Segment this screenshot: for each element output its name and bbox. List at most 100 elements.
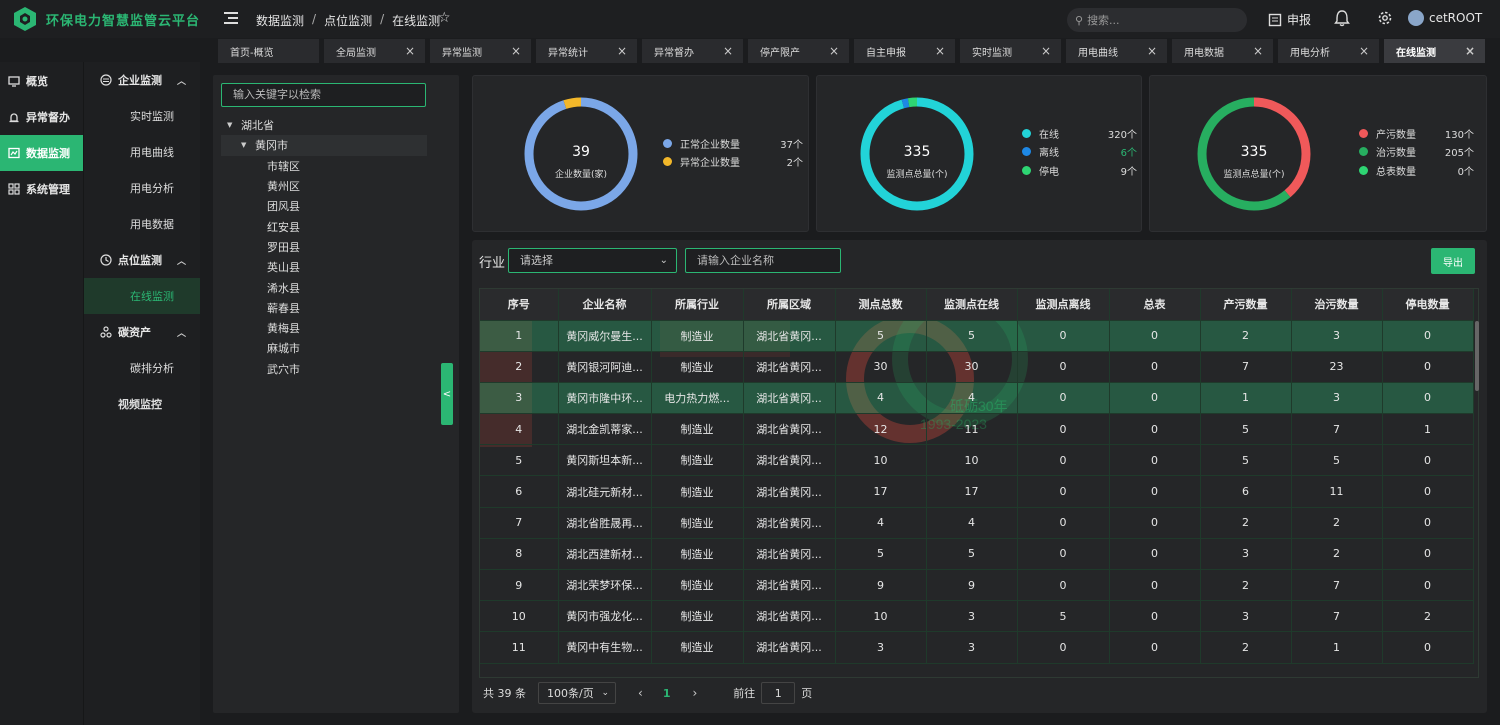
- tree-search-input[interactable]: 输入关键字以检索: [221, 83, 426, 107]
- column-header[interactable]: 测点总数: [835, 289, 927, 321]
- enterprise-name-input[interactable]: 请输入企业名称: [685, 248, 841, 273]
- tab-1[interactable]: 全局监测 ×: [324, 39, 425, 63]
- close-icon[interactable]: ×: [404, 44, 415, 58]
- industry-select[interactable]: 请选择 ⌄: [508, 248, 677, 273]
- column-header[interactable]: 治污数量: [1291, 289, 1383, 321]
- search-input[interactable]: ⚲ 搜索...: [1067, 8, 1247, 32]
- column-header[interactable]: 总表: [1109, 289, 1201, 321]
- favorite-star-icon[interactable]: ☆: [438, 10, 451, 26]
- tree-node-district[interactable]: 英山县: [221, 257, 427, 277]
- tab-4[interactable]: 异常督办 ×: [642, 39, 743, 63]
- tab-5[interactable]: 停产限产 ×: [748, 39, 849, 63]
- table-cell: 4: [480, 413, 559, 446]
- close-icon[interactable]: ×: [934, 44, 945, 58]
- nav-item[interactable]: 用电曲线: [130, 146, 174, 159]
- prev-page-button[interactable]: ‹: [638, 686, 643, 700]
- close-icon[interactable]: ×: [1358, 44, 1369, 58]
- tree-node-city[interactable]: ▼ 黄冈市: [221, 135, 427, 156]
- table-cell: 湖北省黄冈...: [743, 444, 836, 477]
- primary-nav-item-3[interactable]: 系统管理: [0, 171, 83, 207]
- breadcrumb-item[interactable]: 点位监测: [324, 14, 373, 28]
- report-button[interactable]: 申报: [1268, 11, 1311, 28]
- nav-item[interactable]: 实时监测: [130, 110, 174, 123]
- bell-icon[interactable]: [1334, 9, 1350, 27]
- close-icon[interactable]: ×: [722, 44, 733, 58]
- tree-node-district[interactable]: 武穴市: [221, 359, 427, 379]
- tab-3[interactable]: 异常统计 ×: [536, 39, 637, 63]
- page-size-select[interactable]: 100条/页 ⌄: [538, 682, 616, 704]
- table-row[interactable]: 3 黄冈市隆中环... 电力热力燃... 湖北省黄冈... 4 4 0 0 1 3 0: [480, 382, 1474, 415]
- tab-10[interactable]: 用电分析 ×: [1278, 39, 1379, 63]
- column-header[interactable]: 所属区域: [743, 289, 836, 321]
- nav-item[interactable]: 用电数据: [130, 218, 174, 231]
- tree-node-district[interactable]: 黄梅县: [221, 318, 427, 338]
- region-tree-panel: 输入关键字以检索 ▼ 湖北省 ▼ 黄冈市 市辖区 黄州区 团风县 红安县 罗田县 英山县 浠水县蕲春…: [213, 75, 459, 713]
- tab-0[interactable]: 首页-概览: [218, 39, 319, 63]
- app-logo[interactable]: 环保电力智慧监管云平台: [12, 6, 200, 32]
- settings-gear-icon[interactable]: [1377, 10, 1393, 26]
- close-icon[interactable]: ×: [828, 44, 839, 58]
- tree-node-district[interactable]: 浠水县: [221, 277, 427, 297]
- close-icon[interactable]: ×: [510, 44, 521, 58]
- table-row[interactable]: 10 黄冈市强龙化... 制造业 湖北省黄冈... 10 3 5 0 3 7 2: [480, 600, 1474, 633]
- table-row[interactable]: 1 黄冈威尔曼生... 制造业 湖北省黄冈... 5 5 0 0 2 3 0: [480, 320, 1474, 352]
- column-header[interactable]: 所属行业: [651, 289, 744, 321]
- nav-item-video[interactable]: 视频监控: [118, 398, 162, 411]
- table-row[interactable]: 2 黄冈银河阿迪... 制造业 湖北省黄冈... 30 30 0 0 7 23 0: [480, 351, 1474, 383]
- nav-item[interactable]: 在线监测: [84, 278, 200, 314]
- column-header[interactable]: 产污数量: [1200, 289, 1292, 321]
- table-row[interactable]: 6 湖北硅元新材... 制造业 湖北省黄冈... 17 17 0 0 6 11 0: [480, 475, 1474, 508]
- tree-node-district[interactable]: 罗田县: [221, 237, 427, 257]
- table-row[interactable]: 4 湖北金凯蒂家... 制造业 湖北省黄冈... 12 11 0 0 5 7 1: [480, 413, 1474, 446]
- table-row[interactable]: 9 湖北荣梦环保... 制造业 湖北省黄冈... 9 9 0 0 2 7 0: [480, 569, 1474, 602]
- primary-nav-item-2[interactable]: 数据监测: [0, 135, 83, 171]
- close-icon[interactable]: ×: [1146, 44, 1157, 58]
- logo-icon: [14, 7, 36, 31]
- tree-node-district[interactable]: 红安县: [221, 216, 427, 236]
- goto-page-input[interactable]: 1: [761, 682, 796, 704]
- table-scrollbar[interactable]: [1475, 321, 1479, 391]
- table-row[interactable]: 11 黄冈中有生物... 制造业 湖北省黄冈... 3 3 0 0 2 1 0: [480, 631, 1474, 664]
- nav-group-1[interactable]: 点位监测 ︿: [84, 242, 200, 278]
- chevron-down-icon: ⌄: [601, 688, 609, 698]
- column-header[interactable]: 停电数量: [1382, 289, 1474, 321]
- tab-2[interactable]: 异常监测 ×: [430, 39, 531, 63]
- user-menu[interactable]: cetROOT: [1408, 10, 1482, 26]
- tab-9[interactable]: 用电数据 ×: [1172, 39, 1273, 63]
- current-page[interactable]: 1: [662, 686, 671, 700]
- nav-item[interactable]: 用电分析: [130, 182, 174, 195]
- tree-node-district[interactable]: 麻城市: [221, 338, 427, 358]
- tab-8[interactable]: 用电曲线 ×: [1066, 39, 1167, 63]
- primary-nav-item-0[interactable]: 概览: [0, 63, 83, 99]
- nav-group-2[interactable]: 碳资产 ︿: [84, 314, 200, 350]
- close-icon[interactable]: ×: [1464, 44, 1475, 58]
- table-row[interactable]: 8 湖北西建新材... 制造业 湖北省黄冈... 5 5 0 0 3 2 0: [480, 538, 1474, 571]
- table-row[interactable]: 7 湖北省胜晟再... 制造业 湖北省黄冈... 4 4 0 0 2 2 0: [480, 507, 1474, 539]
- tab-6[interactable]: 自主申报 ×: [854, 39, 955, 63]
- close-icon[interactable]: ×: [1252, 44, 1263, 58]
- column-header[interactable]: 监测点离线: [1017, 289, 1110, 321]
- nav-group-0[interactable]: 企业监测 ︿: [84, 62, 200, 98]
- tab-11[interactable]: 在线监测 ×: [1384, 39, 1485, 63]
- menu-toggle-icon[interactable]: [224, 11, 240, 25]
- primary-nav-item-1[interactable]: 异常督办: [0, 99, 83, 135]
- next-page-button[interactable]: ›: [692, 686, 698, 700]
- column-header[interactable]: 序号: [480, 289, 559, 321]
- tree-node-district[interactable]: 黄州区: [221, 176, 427, 196]
- tree-node-province[interactable]: ▼ 湖北省: [221, 115, 427, 135]
- collapse-tree-button[interactable]: <: [441, 363, 453, 425]
- tree-node-district[interactable]: 市辖区: [221, 156, 427, 176]
- export-button[interactable]: 导出: [1431, 248, 1475, 274]
- tree-node-label: 蕲春县: [267, 301, 300, 315]
- column-header[interactable]: 企业名称: [558, 289, 652, 321]
- column-header[interactable]: 监测点在线: [926, 289, 1018, 321]
- tree-node-district[interactable]: 团风县: [221, 196, 427, 216]
- close-icon[interactable]: ×: [616, 44, 627, 58]
- breadcrumb-item[interactable]: 数据监测: [256, 14, 305, 28]
- tab-7[interactable]: 实时监测 ×: [960, 39, 1061, 63]
- close-icon[interactable]: ×: [1040, 44, 1051, 58]
- table-row[interactable]: 5 黄冈斯坦本新... 制造业 湖北省黄冈... 10 10 0 0 5 5 0: [480, 444, 1474, 477]
- nav-item[interactable]: 碳排分析: [130, 362, 174, 375]
- tree-node-district[interactable]: 蕲春县: [221, 298, 427, 318]
- chart-legend: 正常企业数量 37个 异常企业数量 2个: [663, 134, 803, 171]
